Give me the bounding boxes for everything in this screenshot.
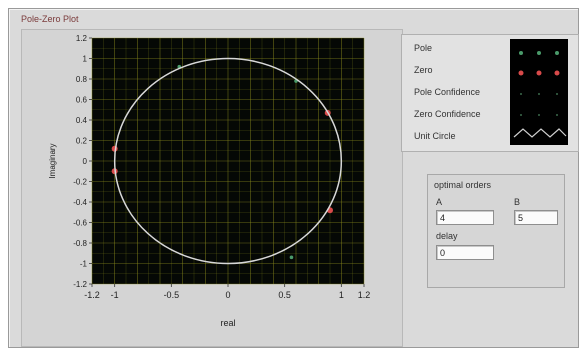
legend-item-zero: Zero xyxy=(414,65,433,75)
delay-field[interactable]: 0 xyxy=(436,245,494,260)
pole-zero-plot[interactable]: -1.2 -1 -0.5 0 0.5 1 1.2 1.2 1 0.8 0.6 0.4 0.2 0 -0.2… xyxy=(22,30,402,346)
plot-marks xyxy=(111,57,343,265)
y-tick-label: 0.4 xyxy=(76,116,88,125)
plot-legend[interactable]: Pole Zero Pole Confidence Zero Confidenc… xyxy=(401,34,579,152)
y-tick-label: 0.2 xyxy=(76,137,88,146)
b-order-label: B xyxy=(514,197,521,207)
legend-pole-swatch xyxy=(519,51,559,55)
legend-item-unit-circle: Unit Circle xyxy=(414,131,456,141)
y-tick-label: -1 xyxy=(80,260,88,269)
y-tick-labels: 1.2 1 0.8 0.6 0.4 0.2 0 -0.2 -0.4 -0.6 -0.8 -1 -1.2 xyxy=(73,34,92,289)
y-tick-label: -0.8 xyxy=(73,239,87,248)
pole-zero-panel: Pole-Zero Plot -1.2 -1 -0.5 0 0.5 1 1.2 1.2 1 0.… xyxy=(8,8,579,348)
y-tick-label: 0.8 xyxy=(76,75,88,84)
y-tick-label: 0.6 xyxy=(76,96,88,105)
legend-item-pole-confidence: Pole Confidence xyxy=(414,87,481,97)
x-tick-label: -1.2 xyxy=(84,290,100,300)
y-tick-label: 0 xyxy=(83,157,88,166)
x-axis-label: real xyxy=(220,318,235,328)
x-tick-label: -0.5 xyxy=(164,290,180,300)
legend-pole-confidence-swatch xyxy=(520,93,558,95)
y-axis-label: Imaginary xyxy=(48,143,57,178)
unit-circle xyxy=(113,57,343,265)
optimal-orders-title: optimal orders xyxy=(434,180,492,190)
y-tick-label: -1.2 xyxy=(73,280,87,289)
x-tick-label: 1.2 xyxy=(358,290,371,300)
legend-unit-circle-swatch xyxy=(513,128,567,138)
y-tick-label: 1.2 xyxy=(76,34,88,43)
y-tick-label: -0.4 xyxy=(73,198,87,207)
x-tick-label: 0 xyxy=(225,290,230,300)
legend-zero-swatch xyxy=(518,70,560,76)
delay-label: delay xyxy=(436,231,458,241)
plot-frame: -1.2 -1 -0.5 0 0.5 1 1.2 1.2 1 0.8 0.6 0.4 0.2 0 -0.2… xyxy=(21,29,403,347)
a-order-field[interactable]: 4 xyxy=(436,210,494,225)
legend-swatch-panel xyxy=(510,39,568,145)
x-tick-label: 0.5 xyxy=(278,290,291,300)
y-tick-label: 1 xyxy=(83,55,88,64)
y-tick-label: -0.6 xyxy=(73,219,87,228)
panel-title: Pole-Zero Plot xyxy=(21,14,79,24)
b-order-field[interactable]: 5 xyxy=(514,210,558,225)
y-tick-label: -0.2 xyxy=(73,178,87,187)
legend-item-zero-confidence: Zero Confidence xyxy=(414,109,481,119)
optimal-orders-group: optimal orders A 4 B 5 delay 0 xyxy=(427,174,565,288)
zero-marker xyxy=(289,255,294,260)
x-tick-labels: -1.2 -1 -0.5 0 0.5 1 1.2 xyxy=(84,284,370,300)
x-tick-label: -1 xyxy=(111,290,119,300)
x-tick-label: 1 xyxy=(339,290,344,300)
legend-zero-confidence-swatch xyxy=(520,114,558,116)
plot-grid xyxy=(91,37,365,285)
a-order-label: A xyxy=(436,197,443,207)
legend-item-pole: Pole xyxy=(414,43,433,53)
